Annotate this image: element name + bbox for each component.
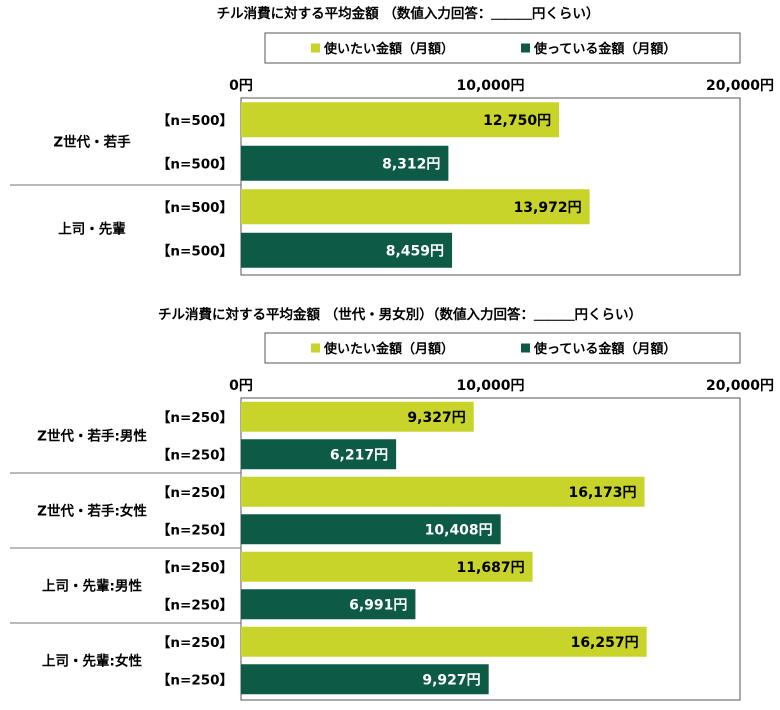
sample-size-label: 【n=500】 [157, 156, 233, 172]
tick-label: 20,000円 [706, 378, 774, 394]
category-label: Z世代・若手:女性 [37, 503, 147, 520]
bar [241, 401, 474, 432]
bar [241, 664, 489, 695]
bar [241, 626, 647, 657]
legend-label: 使いたい金額（月額） [323, 341, 454, 357]
bar [241, 102, 560, 138]
sample-size-label: 【n=250】 [157, 635, 233, 651]
chart-title: チル消費に対する平均金額 （世代・男女別）（数値入力回答：＿＿＿円くらい） [158, 306, 642, 323]
legend-label: 使いたい金額（月額） [323, 41, 454, 57]
category-label: 上司・先輩:女性 [42, 653, 142, 670]
bar [241, 145, 449, 181]
plot-area [240, 97, 741, 276]
sample-size-label: 【n=250】 [157, 522, 233, 538]
category-label: 上司・先輩:男性 [42, 578, 142, 595]
legend-box [264, 32, 741, 64]
category-label: Z世代・若手 [53, 134, 131, 151]
data-label: 16,257円 [571, 635, 639, 651]
plot-area [240, 397, 741, 701]
data-label: 10,408円 [425, 522, 493, 538]
sample-size-label: 【n=500】 [157, 200, 233, 216]
sample-size-label: 【n=500】 [157, 113, 233, 129]
sample-size-label: 【n=250】 [157, 485, 233, 501]
data-label: 6,991円 [349, 597, 407, 613]
category-label: 上司・先輩 [58, 221, 126, 238]
sample-size-label: 【n=250】 [157, 447, 233, 463]
chart-1: チル消費に対する平均金額 （数値入力回答：＿＿＿円くらい） 使いたい金額（月額） 使… [10, 5, 774, 276]
tick-label: 10,000円 [456, 78, 524, 94]
data-label: 11,687円 [457, 560, 525, 576]
tick-label: 20,000円 [706, 78, 774, 94]
sample-size-label: 【n=250】 [157, 410, 233, 426]
chart-2: チル消費に対する平均金額 （世代・男女別）（数値入力回答：＿＿＿円くらい） 使いた… [10, 306, 774, 701]
sample-size-label: 【n=250】 [157, 672, 233, 688]
data-label: 8,312円 [382, 156, 440, 172]
legend-swatch [521, 43, 530, 53]
bar [241, 232, 453, 268]
data-label: 9,927円 [422, 672, 480, 688]
legend-swatch [311, 343, 320, 353]
tick-label: 0円 [229, 78, 253, 94]
bar [241, 476, 645, 507]
chart-title: チル消費に対する平均金額 （数値入力回答：＿＿＿円くらい） [217, 5, 600, 22]
data-label: 13,972円 [514, 200, 582, 216]
bar [241, 514, 501, 545]
bar [241, 439, 397, 470]
sample-size-label: 【n=250】 [157, 597, 233, 613]
data-label: 6,217円 [330, 447, 388, 463]
legend-swatch [311, 43, 320, 53]
data-label: 9,327円 [407, 410, 465, 426]
bar [241, 551, 533, 582]
data-label: 12,750円 [483, 113, 551, 129]
sample-size-label: 【n=500】 [157, 243, 233, 259]
data-label: 16,173円 [568, 485, 636, 501]
sample-size-label: 【n=250】 [157, 560, 233, 576]
legend-label: 使っている金額（月額） [533, 341, 676, 357]
category-label: Z世代・若手:男性 [37, 428, 147, 445]
legend-swatch [521, 343, 530, 353]
bar [241, 189, 590, 225]
data-label: 8,459円 [386, 243, 444, 259]
bar [241, 589, 416, 620]
legend-label: 使っている金額（月額） [533, 41, 676, 57]
tick-label: 10,000円 [456, 378, 524, 394]
tick-label: 0円 [229, 378, 253, 394]
legend-box [264, 332, 741, 364]
